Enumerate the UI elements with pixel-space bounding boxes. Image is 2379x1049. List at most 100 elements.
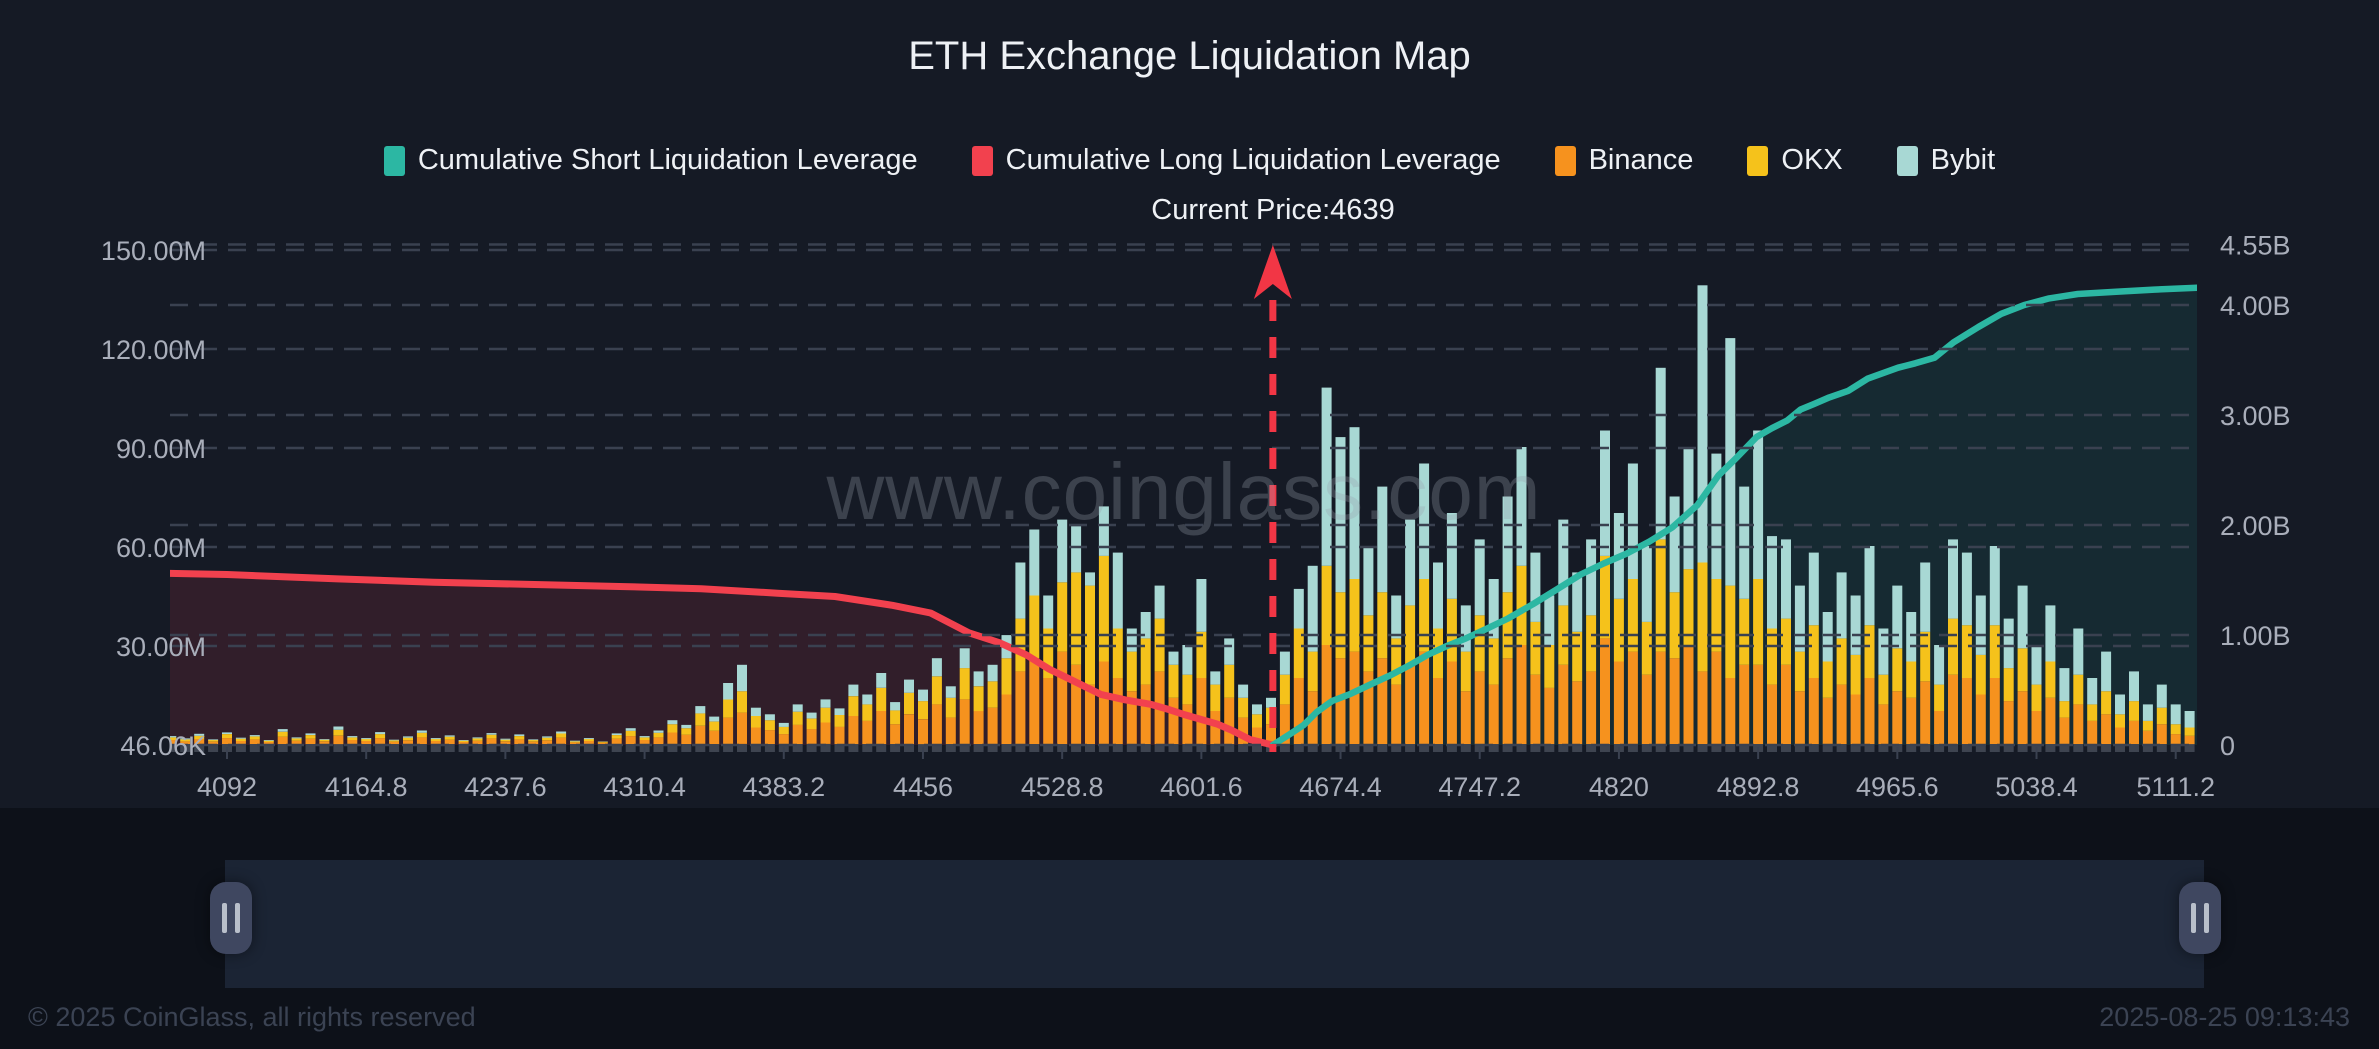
- binance-bar-segment: [890, 724, 901, 744]
- legend-item-bybit[interactable]: Bybit: [1896, 144, 1995, 177]
- short-leverage-line: [1269, 284, 2197, 749]
- binance-bar-segment: [848, 716, 859, 744]
- bybit-bar-segment: [1697, 285, 1708, 563]
- bar-base: [1572, 744, 1583, 752]
- bar-base: [1920, 744, 1931, 752]
- binance-bar-segment: [2031, 711, 2042, 744]
- bar-base: [959, 744, 970, 752]
- okx-bar-segment: [2045, 661, 2056, 698]
- bybit-bar-segment: [389, 739, 399, 741]
- binance-bar-segment: [1892, 691, 1903, 744]
- bybit-bar-segment: [333, 726, 344, 730]
- binance-bar-segment: [2156, 724, 2167, 744]
- bybit-bar-segment: [556, 731, 567, 734]
- bar-base: [987, 744, 998, 752]
- bar-base: [750, 744, 761, 752]
- binance-bar-segment: [945, 717, 956, 744]
- bybit-bar-segment: [2045, 605, 2056, 662]
- bar-base: [570, 744, 580, 752]
- okx-bar-segment: [1586, 615, 1597, 672]
- okx-bar-segment: [1516, 565, 1527, 645]
- okx-bar-segment: [1683, 569, 1694, 645]
- binance-bar-segment: [709, 730, 720, 744]
- binance-bar-segment: [319, 741, 330, 744]
- bar-base: [792, 744, 803, 752]
- okx-bar-segment: [945, 697, 956, 718]
- binance-bar-segment: [792, 724, 803, 744]
- bar-base: [1767, 744, 1777, 752]
- bybit-bar-segment: [1502, 496, 1513, 593]
- bybit-bar-segment: [1488, 579, 1499, 639]
- legend-item-long[interactable]: Cumulative Long Liquidation Leverage: [971, 144, 1501, 177]
- legend-item-binance[interactable]: Binance: [1554, 144, 1693, 177]
- okx-bar-segment: [667, 724, 678, 733]
- left-axis-tick-label: 46.06K: [120, 731, 206, 761]
- okx-bar-segment: [1029, 595, 1040, 659]
- okx-bar-segment: [2184, 727, 2195, 736]
- binance-bar-segment: [180, 741, 191, 744]
- bar-base: [1279, 744, 1290, 752]
- okx-bar-segment: [1419, 579, 1430, 652]
- bybit-bar-segment: [862, 694, 873, 705]
- binance-bar-segment: [1015, 671, 1026, 744]
- binance-bar-segment: [1071, 664, 1082, 744]
- bar-base: [1419, 744, 1430, 752]
- navigator-left-handle[interactable]: [210, 882, 252, 954]
- okx-bar-segment: [1196, 631, 1207, 678]
- okx-bar-segment: [1822, 661, 1833, 698]
- okx-bar-segment: [876, 687, 887, 711]
- navigator-right-handle[interactable]: [2179, 882, 2221, 954]
- right-axis-tick-label: 4.00B: [2220, 291, 2291, 321]
- legend-item-short[interactable]: Cumulative Short Liquidation Leverage: [383, 144, 918, 177]
- bar-base: [764, 744, 775, 752]
- okx-bar-segment: [1321, 565, 1332, 645]
- bybit-bar-segment: [2101, 651, 2112, 692]
- x-axis-tick-label: 4892.8: [1717, 772, 1800, 802]
- bybit-bar-segment: [2184, 711, 2195, 728]
- okx-bar-segment: [528, 740, 539, 742]
- binance-bar-segment: [2017, 691, 2028, 744]
- bybit-bar-segment: [403, 736, 413, 738]
- bar-base: [890, 744, 901, 752]
- legend-item-okx[interactable]: OKX: [1747, 144, 1843, 177]
- x-axis-tick-label: 4601.6: [1160, 772, 1243, 802]
- bybit-bar-segment: [1474, 539, 1485, 616]
- bybit-bar-segment: [778, 722, 789, 727]
- bybit-bar-segment: [2170, 704, 2181, 725]
- okx-bar-segment: [1892, 648, 1903, 692]
- x-axis-labels: 4092 4164.8 4237.6 4310.4 4383.2 4456 4528.8 46…: [197, 772, 2215, 802]
- okx-bar-segment: [1405, 605, 1416, 665]
- okx-bar-segment: [235, 738, 246, 741]
- bybit-bar-segment: [249, 735, 260, 737]
- okx-bar-segment: [1627, 579, 1638, 652]
- binance-bar-segment: [1224, 697, 1235, 744]
- legend-label: Cumulative Short Liquidation Leverage: [417, 144, 918, 176]
- bybit-bar-segment: [235, 737, 246, 739]
- range-navigator[interactable]: [225, 860, 2204, 988]
- bybit-bar-segment: [1572, 572, 1583, 632]
- binance-bar-segment: [2073, 704, 2084, 744]
- legend-label: Cumulative Long Liquidation Leverage: [1005, 144, 1501, 176]
- binance-bar-segment: [1419, 651, 1430, 744]
- binance-bar-segment: [1098, 661, 1109, 744]
- bar-base: [1989, 744, 2000, 752]
- okx-bar-segment: [973, 686, 984, 712]
- bar-base: [597, 744, 608, 752]
- bar-base: [556, 744, 567, 752]
- bar-base: [1015, 744, 1026, 752]
- bybit-bar-segment: [1279, 651, 1290, 675]
- bar-base: [1488, 744, 1499, 752]
- bybit-bar-segment: [1057, 519, 1068, 583]
- bar-base: [277, 744, 288, 752]
- bybit-bar-segment: [1906, 612, 1917, 662]
- okx-bar-segment: [764, 720, 775, 731]
- okx-bar-segment: [820, 707, 831, 723]
- bar-base: [834, 744, 845, 752]
- bar-base: [737, 744, 747, 752]
- binance-bar-segment: [1920, 681, 1931, 744]
- okx-bar-segment: [1112, 628, 1123, 678]
- binance-bar-segment: [1669, 658, 1680, 744]
- okx-bar-segment: [611, 735, 622, 739]
- bar-base: [1781, 744, 1791, 752]
